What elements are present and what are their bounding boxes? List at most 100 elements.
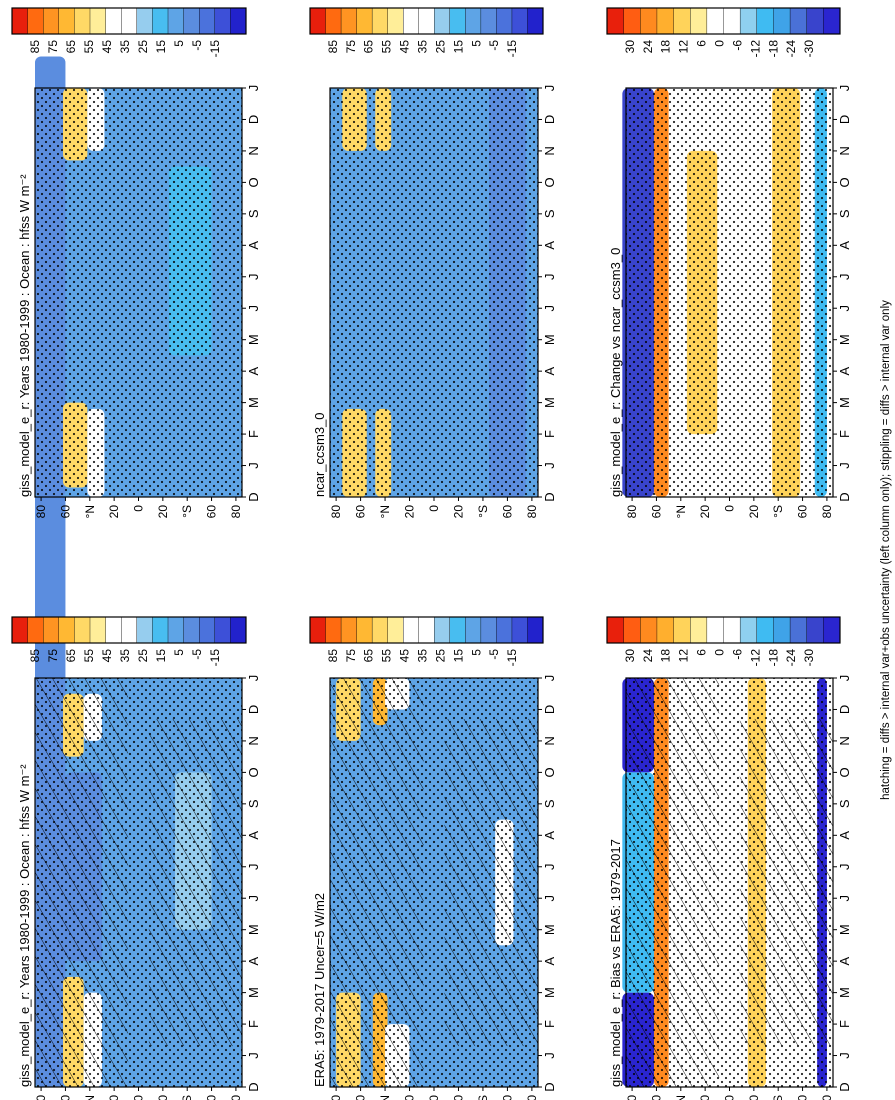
colorbar-frame	[309, 616, 544, 644]
colorbar-label: 85	[326, 649, 340, 663]
colorbar-label: -5	[190, 649, 204, 660]
lat-tick-label: °S	[180, 505, 194, 518]
colorbar-label: 0	[713, 40, 727, 47]
lat-tick-label: 60	[649, 505, 663, 519]
colorbar-label: 35	[416, 649, 430, 663]
month-tick-label: M	[837, 334, 852, 345]
colorbar-label: -12	[748, 40, 762, 58]
lat-tick-label: 60	[205, 1095, 219, 1100]
colorbar-swatch	[434, 616, 451, 644]
colorbar-swatch	[465, 616, 482, 644]
panel-title: giss_model_e_r: Years 1980-1999 : Ocean …	[17, 174, 32, 497]
colorbar-swatch	[823, 616, 841, 644]
lat-tick-label: 0	[427, 505, 441, 512]
panel-title: ncar_ccsm3_0	[312, 412, 327, 497]
colorbar-label: 65	[64, 40, 78, 54]
hatching-overlay	[148, 718, 242, 1047]
month-tick-label: O	[837, 177, 852, 187]
month-tick-label: J	[837, 1052, 852, 1059]
month-tick-label: J	[837, 864, 852, 871]
colorbar-swatch	[640, 7, 658, 35]
colorbar-label: 25	[433, 649, 447, 663]
month-tick-label: N	[246, 736, 261, 745]
colorbar-label: 55	[82, 40, 96, 54]
month-tick-label: O	[246, 177, 261, 187]
month-tick-label: A	[246, 241, 261, 250]
colorbar-swatch	[183, 7, 200, 35]
colorbar-swatch	[58, 616, 75, 644]
month-tick-label: J	[246, 1052, 261, 1059]
lat-tick-label: °N	[378, 505, 392, 518]
colorbar-swatch	[387, 616, 404, 644]
colorbar-frame	[11, 616, 247, 644]
colorbar-swatch	[27, 7, 44, 35]
lat-tick-label: °S	[476, 505, 490, 518]
colorbar-swatch	[11, 616, 29, 644]
panel-1: D J F M A M J J A S O N D J 80 60 °N 20 0 20 °S 60 80 giss_mode…	[11, 331, 261, 1100]
colorbar-label: -6	[730, 649, 744, 660]
lat-tick-label: °N	[674, 505, 688, 518]
colorbar-swatch	[43, 7, 60, 35]
colorbar-label: 45	[100, 649, 114, 663]
lat-tick-label: 80	[229, 1095, 243, 1100]
colorbar-label: 85	[28, 649, 42, 663]
colorbar-label: -5	[487, 40, 501, 51]
colorbar-swatch	[806, 7, 824, 35]
figure-footnote: hatching = diffs > internal var+obs unce…	[880, 300, 892, 800]
colorbar-label: -15	[505, 649, 519, 667]
month-tick-label: J	[542, 864, 557, 871]
lat-tick-label: °S	[771, 505, 785, 518]
colorbar-label: -6	[730, 40, 744, 51]
colorbar-label: 15	[154, 40, 168, 54]
month-tick-label: J	[837, 305, 852, 312]
month-tick-label: F	[837, 1020, 852, 1028]
colorbar-label: 6	[695, 40, 709, 47]
colorbar-label: 5	[172, 40, 186, 47]
month-tick-label: D	[246, 492, 261, 501]
month-tick-label: M	[837, 924, 852, 935]
stippling-overlay	[330, 88, 538, 497]
colorbar-swatch	[356, 616, 373, 644]
month-tick-label: F	[542, 430, 557, 438]
colorbar-swatch	[449, 616, 466, 644]
month-tick-label: M	[246, 397, 261, 408]
colorbar-swatch	[723, 616, 741, 644]
colorbar-swatch	[623, 7, 641, 35]
lat-tick-label: 60	[205, 505, 219, 519]
lat-tick-label: 80	[525, 505, 539, 519]
colorbar-swatch	[773, 616, 791, 644]
month-tick-label: D	[837, 115, 852, 124]
month-tick-label: D	[246, 115, 261, 124]
month-tick-label: A	[837, 956, 852, 965]
month-tick-label: F	[246, 430, 261, 438]
colorbar-swatch	[371, 616, 389, 644]
month-tick-label: J	[542, 895, 557, 902]
lat-tick-label: 60	[796, 1095, 810, 1100]
colorbar-swatch	[418, 7, 435, 35]
colorbar-swatch	[706, 616, 724, 644]
colorbar-swatch	[756, 616, 774, 644]
lat-tick-label: 20	[451, 505, 465, 519]
lat-tick-label: 20	[698, 1095, 712, 1100]
colorbar-swatch	[120, 616, 138, 644]
colorbar-label: 85	[326, 40, 340, 54]
lat-tick-label: °N	[83, 505, 97, 518]
lat-tick-label: 20	[107, 1095, 121, 1100]
month-tick-label: N	[837, 736, 852, 745]
colorbar-label: -15	[505, 40, 519, 58]
month-tick-label: S	[542, 209, 557, 218]
colorbar-label: 55	[380, 649, 394, 663]
colorbar-label: -30	[802, 649, 816, 667]
month-tick-label: M	[837, 397, 852, 408]
colorbar-swatch	[325, 7, 342, 35]
month-tick-label: N	[837, 146, 852, 155]
colorbar-swatch	[640, 616, 658, 644]
month-tick-label: S	[246, 209, 261, 218]
month-tick-label: D	[542, 1082, 557, 1091]
colorbar-label: 18	[659, 40, 673, 54]
colorbar-swatch	[511, 7, 528, 35]
colorbar-swatch	[136, 7, 153, 35]
colorbar-swatch	[823, 7, 841, 35]
